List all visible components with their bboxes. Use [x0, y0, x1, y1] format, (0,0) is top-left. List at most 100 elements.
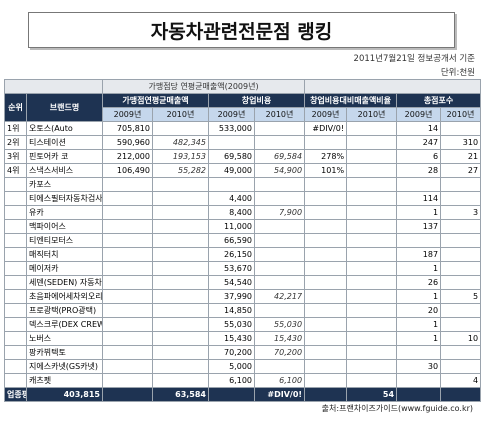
ranking-table: 가맹점당 연평균매출액(2009년) 순위 브랜드명 가맹점연평균매출액 창업비용 창업비… [4, 79, 482, 402]
value-cell [304, 205, 348, 220]
brand-cell: 매직터치 [26, 247, 103, 262]
column-header: 창업비용 [207, 93, 306, 108]
year-header: 2010년 [346, 107, 398, 122]
value-cell: 4,400 [208, 191, 255, 206]
value-cell [253, 191, 306, 206]
value-cell [304, 261, 348, 276]
value-cell: 20 [396, 303, 442, 318]
value-cell [304, 373, 348, 388]
value-cell [102, 345, 153, 360]
value-cell: 55,030 [253, 317, 306, 332]
value-cell: 14 [396, 121, 442, 136]
value-cell [253, 219, 306, 234]
data-row: 매직터치 26,150 187 [4, 247, 482, 262]
value-cell [346, 289, 398, 304]
value-cell [152, 121, 209, 136]
value-cell [440, 233, 482, 248]
group-row: 가맹점당 연평균매출액(2009년) [4, 79, 482, 94]
rank-cell [4, 261, 27, 276]
value-cell: 55,282 [152, 163, 209, 178]
value-cell [152, 247, 209, 262]
value-cell [102, 191, 153, 206]
value-cell [346, 317, 398, 332]
value-cell: 49,000 [208, 163, 255, 178]
blank-cell [304, 79, 482, 94]
rank-cell [4, 331, 27, 346]
value-cell [102, 359, 153, 374]
brand-cell: 초음파에어세차외오리 [26, 289, 103, 304]
column-header: 순위 [4, 93, 27, 122]
value-cell: 187 [396, 247, 442, 262]
value-cell [440, 261, 482, 276]
value-cell [253, 261, 306, 276]
date-note: 2011년7월21일 정보공개서 기준 [353, 54, 475, 64]
brand-cell: 티에스필터자동차검사소 [26, 191, 103, 206]
data-row: 4위 스낵스서비스 106,490 55,282 49,000 54,900 101% 28 2… [4, 163, 482, 178]
value-cell: 3 [440, 205, 482, 220]
brand-cell: 프로광택(PRO광택) [26, 303, 103, 318]
rank-cell [4, 317, 27, 332]
brand-cell: 팡카뷔텍토 [26, 345, 103, 360]
value-cell: 278% [304, 149, 348, 164]
footer-value: 403,815 [26, 387, 103, 402]
value-cell [346, 121, 398, 136]
value-cell: 101% [304, 163, 348, 178]
value-cell [102, 289, 153, 304]
value-cell: 11,000 [208, 219, 255, 234]
footer-value [304, 387, 348, 402]
brand-cell: 핀토어카 코 [26, 149, 103, 164]
value-cell: 482,345 [152, 135, 209, 150]
rank-cell [4, 275, 27, 290]
data-row: 티에스필터자동차검사소 4,400 114 [4, 191, 482, 206]
value-cell [346, 149, 398, 164]
value-cell [440, 303, 482, 318]
value-cell [152, 191, 209, 206]
value-cell: 53,670 [208, 261, 255, 276]
value-cell [208, 177, 255, 192]
value-cell: 106,490 [102, 163, 153, 178]
footer-value [440, 387, 482, 402]
value-cell [304, 135, 348, 150]
value-cell [346, 247, 398, 262]
value-cell [346, 219, 398, 234]
value-cell [102, 275, 153, 290]
brand-cell: 덱스크루(DEX CREW) [26, 317, 103, 332]
rank-cell: 2위 [4, 135, 27, 150]
column-header-row: 순위 브랜드명 가맹점연평균매출액 창업비용 창업비용대비매출액비율 총점포수 [4, 93, 482, 122]
value-cell [304, 219, 348, 234]
brand-cell: 캐츠펫 [26, 373, 103, 388]
rank-cell [4, 289, 27, 304]
value-cell: 1 [396, 261, 442, 276]
footer-value: #DIV/0! [253, 387, 306, 402]
value-cell [396, 233, 442, 248]
value-cell: 66,590 [208, 233, 255, 248]
value-cell [152, 205, 209, 220]
value-cell: #DIV/0! [304, 121, 348, 136]
value-cell [346, 373, 398, 388]
value-cell [152, 233, 209, 248]
value-cell [102, 219, 153, 234]
rank-cell [4, 219, 27, 234]
value-cell [152, 219, 209, 234]
value-cell [304, 275, 348, 290]
value-cell [253, 233, 306, 248]
value-cell [152, 345, 209, 360]
rank-cell [4, 177, 27, 192]
year-header: 2009년 [396, 107, 442, 122]
value-cell [396, 177, 442, 192]
value-cell [346, 331, 398, 346]
brand-cell: 세덴(SEDEN) 자동차외형복원 [26, 275, 103, 290]
value-cell [304, 177, 348, 192]
footer-value: 54 [346, 387, 398, 402]
rank-cell [4, 233, 27, 248]
footer-label: 업종평균 [4, 387, 27, 402]
value-cell: 27 [440, 163, 482, 178]
value-cell [396, 373, 442, 388]
value-cell: 193,153 [152, 149, 209, 164]
rank-cell [4, 303, 27, 318]
value-cell: 5,000 [208, 359, 255, 374]
value-cell: 8,400 [208, 205, 255, 220]
value-cell [253, 303, 306, 318]
value-cell [102, 205, 153, 220]
